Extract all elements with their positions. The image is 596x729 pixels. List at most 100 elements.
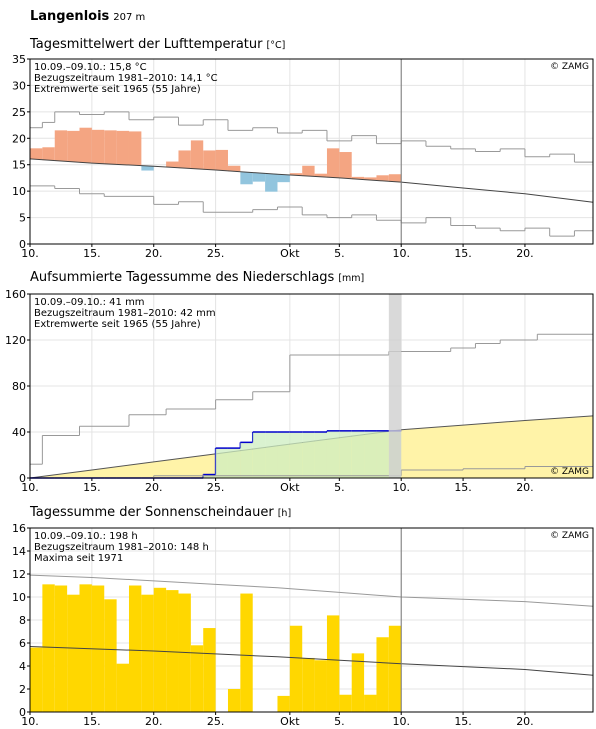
anomaly-bar — [190, 140, 204, 169]
credit: © ZAMG — [550, 467, 589, 477]
station-elevation: 207 m — [113, 12, 145, 23]
plot-frame — [29, 58, 594, 245]
anomaly-bar — [91, 129, 105, 164]
bar — [289, 625, 303, 712]
note: Bezugszeitraum 1981–2010: 148 h — [34, 542, 209, 553]
today-band — [388, 294, 402, 478]
x-tick-label: 15. — [83, 715, 101, 728]
bar — [302, 657, 315, 712]
credit: © ZAMG — [550, 531, 589, 541]
x-tick-label: 20. — [516, 715, 534, 728]
x-tick-label: 20. — [516, 247, 534, 260]
anomaly-bar — [30, 148, 43, 160]
x-tick-label: 20. — [145, 247, 163, 260]
line — [29, 645, 594, 676]
bar — [388, 625, 402, 712]
x-tick-label: 15. — [454, 247, 472, 260]
y-tick-label: 2 — [19, 683, 26, 696]
step-area — [252, 432, 266, 478]
x-tick-label: 5. — [334, 715, 345, 728]
anomaly-bar — [289, 173, 303, 176]
x-tick-label: 15. — [454, 481, 472, 494]
step-area — [277, 432, 290, 478]
anomaly-bar — [42, 147, 55, 161]
bar — [67, 594, 80, 712]
x-tick-label: 15. — [83, 247, 101, 260]
y-tick-label: 160 — [5, 288, 26, 301]
step-area — [351, 430, 365, 478]
x-tick-label: 25. — [207, 715, 225, 728]
bar — [203, 628, 216, 712]
bar — [30, 647, 43, 712]
station-header: Langenlois 207 m — [30, 9, 145, 24]
plot-frame — [29, 527, 594, 713]
y-tick-label: 8 — [19, 614, 26, 627]
bar — [116, 663, 129, 712]
y-tick-label: 12 — [12, 568, 26, 581]
note: Maxima seit 1971 — [34, 553, 123, 564]
y-tick-label: 10 — [12, 591, 26, 604]
x-tick-label: 20. — [145, 481, 163, 494]
y-tick-label: 0 — [19, 472, 26, 485]
y-tick-label: 25 — [12, 106, 26, 119]
bar — [190, 645, 204, 712]
title-text: Tagessumme der Sonnenscheindauer — [29, 505, 274, 520]
x-tick-label: Okt — [280, 247, 300, 260]
bar — [104, 599, 117, 712]
step-area — [302, 432, 315, 478]
title-text: Tagesmittelwert der Lufttemperatur — [29, 37, 263, 52]
note: Extremwerte seit 1965 (55 Jahre) — [34, 84, 201, 95]
anomaly-bar — [252, 172, 266, 182]
anomaly-bar — [79, 127, 92, 163]
anomaly-bar — [178, 150, 191, 169]
y-tick-label: 14 — [12, 545, 26, 558]
step-area — [376, 430, 389, 478]
step-area — [215, 448, 228, 478]
y-tick-label: 80 — [12, 380, 26, 393]
anomaly-bar — [388, 174, 402, 182]
step-area — [339, 430, 352, 478]
anomaly-bar — [376, 175, 389, 181]
anomaly-bar — [227, 165, 241, 172]
anomaly-bar — [215, 149, 228, 171]
bar — [351, 653, 365, 712]
bar — [277, 695, 290, 712]
anomaly-bar — [67, 130, 80, 162]
bar — [42, 584, 55, 712]
bar — [128, 585, 142, 712]
note: 10.09.–09.10.: 15,8 °C — [34, 62, 147, 73]
y-tick-label: 5 — [19, 212, 26, 225]
y-tick-label: 20 — [12, 132, 26, 145]
y-tick-label: 10 — [12, 185, 26, 198]
y-tick-label: 40 — [12, 426, 26, 439]
anomaly-bar — [203, 150, 216, 170]
y-tick-label: 15 — [12, 159, 26, 172]
bar — [240, 593, 253, 712]
bar — [364, 694, 377, 712]
chart-title: Tagesmittelwert der Lufttemperatur [°C] — [29, 37, 285, 52]
y-tick-label: 6 — [19, 637, 26, 650]
y-tick-label: 120 — [5, 334, 26, 347]
bar — [166, 590, 179, 712]
credit: © ZAMG — [550, 62, 589, 72]
anomaly-bar — [240, 172, 253, 185]
x-tick-label: 20. — [516, 481, 534, 494]
chart-title: Tagessumme der Sonnenscheindauer [h] — [29, 505, 291, 520]
x-tick-label: Okt — [280, 715, 300, 728]
station-name: Langenlois — [30, 9, 110, 24]
anomaly-bar — [141, 165, 154, 171]
note: Bezugszeitraum 1981–2010: 42 mm — [34, 308, 216, 319]
y-tick-label: 0 — [19, 238, 26, 251]
anomaly-bar — [277, 174, 290, 183]
title-unit: [mm] — [338, 273, 364, 284]
x-tick-label: 10. — [392, 715, 410, 728]
y-tick-label: 30 — [12, 79, 26, 92]
anomaly-bar — [116, 130, 129, 165]
line — [29, 158, 594, 203]
y-tick-label: 16 — [12, 522, 26, 535]
step-area — [240, 442, 253, 478]
anomaly-bar — [54, 130, 68, 162]
step-area — [227, 448, 241, 478]
x-tick-label: 15. — [83, 481, 101, 494]
